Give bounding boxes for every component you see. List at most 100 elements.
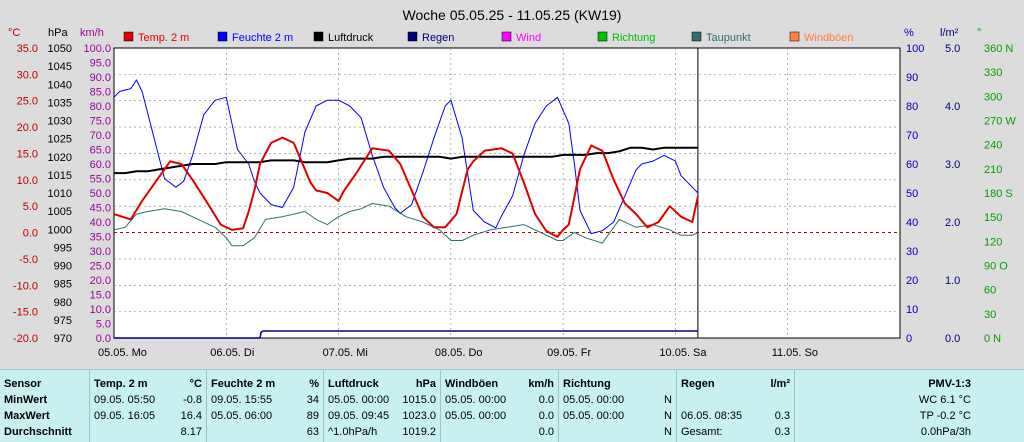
axis-units: °C hPa km/h % l/m² ° xyxy=(8,27,981,39)
x-tick-label: 06.05. Di xyxy=(210,347,254,359)
stats-col-regen: Regen l/m² 06.05. 08:35 0.3 Gesamt: 0.3 xyxy=(676,370,794,442)
regen-total-label: Gesamt: xyxy=(681,426,723,438)
wind-tick-label: 0.0 xyxy=(96,333,111,345)
chart-title: Woche 05.05.25 - 11.05.25 (KW19) xyxy=(403,7,622,23)
temp-avg-value: 8.17 xyxy=(180,426,202,438)
wind-tick-label: 30.0 xyxy=(90,246,111,258)
pressure-tick-label: 1050 xyxy=(48,43,72,55)
stats-header-pmv: PMV-1:3 xyxy=(928,378,971,390)
stats-table: Sensor MinWert MaxWert Durchschnitt Temp… xyxy=(0,369,1024,442)
plot-area xyxy=(113,47,901,339)
stats-col-sensor: Sensor MinWert MaxWert Durchschnitt xyxy=(0,370,88,442)
legend-label: Luftdruck xyxy=(328,32,374,44)
temp-min-value: -0.8 xyxy=(183,394,202,406)
rain-tick-label: 3.0 xyxy=(945,159,960,171)
legend-swatch xyxy=(597,31,608,42)
legend-label: Temp. 2 m xyxy=(138,32,189,44)
pressure-tick-label: 985 xyxy=(54,279,72,291)
legend-swatch xyxy=(501,31,512,42)
wind-unit-label: km/h xyxy=(80,27,104,39)
stats-header-feuchte-unit: % xyxy=(309,378,319,390)
temp-tick-label: 10.0 xyxy=(17,175,38,187)
druck-avg-value: 1019.2 xyxy=(402,426,436,438)
pressure-tick-label: 1005 xyxy=(48,206,72,218)
rain-tick-label: 0.0 xyxy=(945,333,960,345)
wind-min-value: 0.0 xyxy=(538,394,554,406)
rain-tick-label: 1.0 xyxy=(945,275,960,287)
wind-max-value: 0.0 xyxy=(538,410,554,422)
x-tick-label: 05.05. Mo xyxy=(98,347,147,359)
humidity-tick-label: 0 xyxy=(906,333,912,345)
legend-label: Regen xyxy=(422,32,454,44)
direction-tick-label: 30 xyxy=(984,309,996,321)
stats-col-luftdruck: Luftdruck hPa 05.05. 00:00 1015.0 09.05. 0… xyxy=(323,370,440,442)
wind-tick-label: 80.0 xyxy=(90,101,111,113)
stats-col-richtung: Richtung 05.05. 00:00 N 05.05. 00:00 N N xyxy=(558,370,676,442)
humidity-tick-label: 60 xyxy=(906,159,918,171)
stats-col-temp: Temp. 2 m °C 09.05. 05:50 -0.8 09.05. 16:0… xyxy=(89,370,206,442)
druck-max-value: 1023.0 xyxy=(402,410,436,422)
direction-tick-label: 0 N xyxy=(984,333,1001,345)
direction-tick-label: 150 xyxy=(984,212,1002,224)
legend-swatch xyxy=(217,31,228,42)
richt-max-time: 05.05. 00:00 xyxy=(563,410,625,422)
series-luftdruck xyxy=(114,146,698,175)
wind-tick-label: 25.0 xyxy=(90,261,111,273)
pressure-tick-label: 995 xyxy=(54,242,72,254)
direction-tick-label: 360 N xyxy=(984,43,1013,55)
humidity-tick-label: 40 xyxy=(906,217,918,229)
wind-avg-value: 0.0 xyxy=(538,426,554,438)
pressure-tick-label: 1045 xyxy=(48,61,72,73)
richt-avg-value: N xyxy=(664,426,672,438)
feuchte-min-value: 34 xyxy=(306,394,319,406)
wind-max-time: 05.05. 00:00 xyxy=(445,410,507,422)
druck-max-time: 09.05. 09:45 xyxy=(328,410,390,422)
feuchte-min-time: 09.05. 15:55 xyxy=(211,394,273,406)
wind-tick-label: 35.0 xyxy=(90,232,111,244)
wind-tick-label: 5.0 xyxy=(96,319,111,331)
humidity-tick-label: 50 xyxy=(906,188,918,200)
stats-header-windboeen-unit: km/h xyxy=(528,378,554,390)
pressure-tick-label: 1040 xyxy=(48,79,72,91)
wind-tick-label: 50.0 xyxy=(90,188,111,200)
wind-tick-label: 85.0 xyxy=(90,87,111,99)
row-label-max: MaxWert xyxy=(4,410,50,422)
humidity-tick-label: 90 xyxy=(906,72,918,84)
temp-tick-label: 0.0 xyxy=(23,228,38,240)
wind-tick-label: 40.0 xyxy=(90,217,111,229)
feuchte-avg-value: 63 xyxy=(306,426,319,438)
pressure-tick-label: 1025 xyxy=(48,134,72,146)
pressure-tick-label: 1000 xyxy=(48,224,72,236)
temp-tick-label: -5.0 xyxy=(19,254,38,266)
wind-tick-label: 15.0 xyxy=(90,290,111,302)
wind-tick-label: 95.0 xyxy=(90,58,111,70)
series-temp-2-m xyxy=(113,136,699,238)
temp-tick-label: 20.0 xyxy=(17,122,38,134)
stats-header-regen: Regen xyxy=(681,378,715,390)
humidity-tick-label: 70 xyxy=(906,130,918,142)
stats-header-regen-unit: l/m² xyxy=(770,378,790,390)
axis-ticks: 05.05. Mo 06.05. Di 07.05. Mi 08.05. Do 09.0… xyxy=(13,43,1016,359)
legend: Temp. 2 m Feuchte 2 m Luftdruck Regen Wind Ri… xyxy=(123,31,854,44)
wind-tick-label: 100.0 xyxy=(83,43,111,55)
pressure-tick-label: 990 xyxy=(54,261,72,273)
pressure-tick-label: 970 xyxy=(54,333,72,345)
stats-col-windboeen: Windböen km/h 05.05. 00:00 0.0 05.05. 00:0… xyxy=(440,370,558,442)
legend-label: Richtung xyxy=(612,32,655,44)
humidity-tick-label: 10 xyxy=(906,304,918,316)
x-tick-label: 07.05. Mi xyxy=(323,347,368,359)
pmv-wc: WC 6.1 °C xyxy=(918,394,971,406)
rain-unit-label: l/m² xyxy=(940,27,959,39)
direction-tick-label: 120 xyxy=(984,236,1002,248)
temp-tick-label: 25.0 xyxy=(17,96,38,108)
stats-header-luftdruck: Luftdruck xyxy=(328,378,379,390)
stats-header-sensor: Sensor xyxy=(4,378,42,390)
temp-tick-label: -15.0 xyxy=(13,307,38,319)
richt-min-value: N xyxy=(664,394,672,406)
temp-unit-label: °C xyxy=(8,27,20,39)
humidity-tick-label: 100 xyxy=(906,43,924,55)
pressure-tick-label: 1030 xyxy=(48,116,72,128)
direction-unit-label: ° xyxy=(977,27,981,39)
pressure-tick-label: 975 xyxy=(54,315,72,327)
temp-min-time: 09.05. 05:50 xyxy=(94,394,156,406)
